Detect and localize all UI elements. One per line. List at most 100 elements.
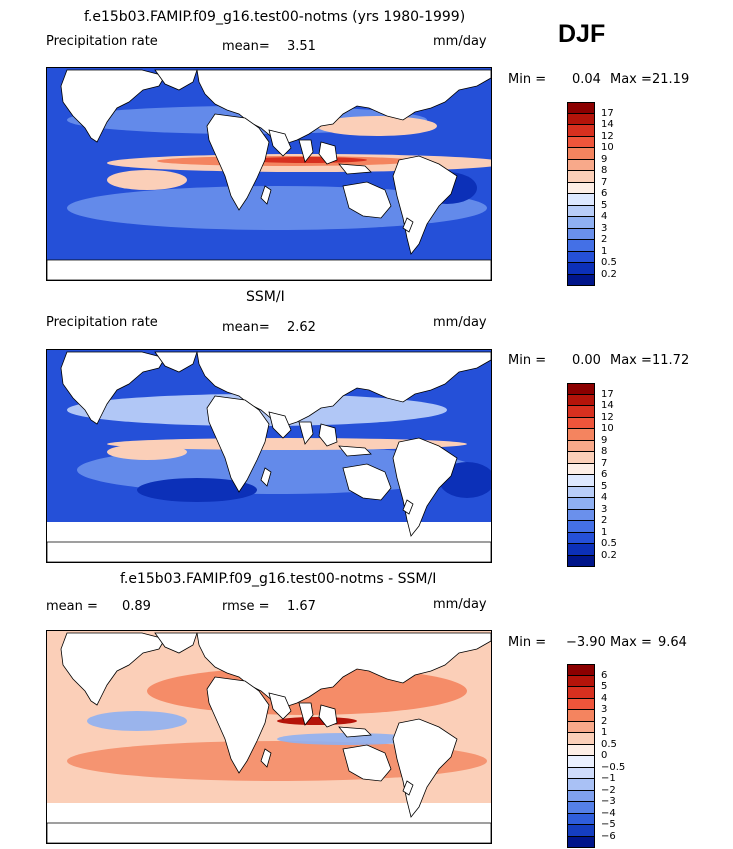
panel3-rmse-label: rmse = <box>222 599 270 614</box>
page-title: f.e15b03.FAMIP.f09_g16.test00-notms (yrs… <box>84 9 466 25</box>
colorbar-tick-label: 8 <box>601 446 608 457</box>
colorbar-tick-label: 5 <box>601 681 608 692</box>
colorbar-tick-label: 0.2 <box>601 268 617 280</box>
colorbar-tick-label: −6 <box>601 830 616 842</box>
panel2-variable: Precipitation rate <box>46 315 158 330</box>
colorbar-swatch <box>567 159 595 171</box>
panel2-max-value: 11.72 <box>652 353 690 368</box>
continent-outline <box>154 632 198 654</box>
indian-ocean-band <box>107 170 187 190</box>
colorbar-swatch <box>567 240 595 252</box>
continent-outline <box>260 467 272 487</box>
panel2-min-label: Min = <box>508 353 547 368</box>
season-label: DJF <box>558 20 606 48</box>
panel1-colorbar: 17 14 12 10 9 8 7 6 5 4 3 2 1 0.5 0.2 <box>567 102 617 286</box>
colorbar-tick-label: 4 <box>601 692 608 704</box>
colorbar-swatch <box>567 463 595 475</box>
strong-anomaly <box>277 717 357 725</box>
continent-outline <box>60 69 166 143</box>
panel3-units: mm/day <box>433 597 487 612</box>
colorbar-swatch <box>567 148 595 160</box>
panel3-map <box>46 630 492 844</box>
continent-outline <box>47 822 491 843</box>
continent-outline <box>196 632 491 708</box>
continent-outline <box>402 780 414 796</box>
panel1-units: mm/day <box>433 34 487 49</box>
panel2-map-svg <box>47 350 491 562</box>
colorbar-tick-label: 0.5 <box>601 257 617 268</box>
colorbar-tick-label: 3 <box>601 503 608 515</box>
colorbar-tick-label: 4 <box>601 492 608 503</box>
continent-outline <box>196 69 491 145</box>
colorbar-swatch <box>567 486 595 498</box>
negative-anomaly <box>87 711 187 731</box>
colorbar-tick-label: −4 <box>601 807 616 819</box>
continent-outline <box>154 69 198 91</box>
colorbar-tick-label: 0.5 <box>601 538 617 549</box>
panel2-min-value: 0.00 <box>572 353 601 368</box>
colorbar-swatch <box>567 710 595 722</box>
colorbar-swatch <box>567 825 595 837</box>
panel1-max-label: Max = <box>610 72 652 87</box>
colorbar-swatch <box>567 475 595 487</box>
colorbar-swatch <box>567 205 595 217</box>
continent-outline <box>318 704 338 728</box>
continent-outline <box>268 692 292 720</box>
colorbar-tick-label: 10 <box>601 142 614 153</box>
colorbar-tick-label: 8 <box>601 165 608 176</box>
colorbar-swatch <box>567 733 595 745</box>
colorbar-tick-label: 10 <box>601 423 614 434</box>
colorbar-swatch <box>567 744 595 756</box>
colorbar-tick-label: 5 <box>601 199 608 211</box>
colorbar-swatch <box>567 417 595 429</box>
colorbar-swatch <box>567 263 595 275</box>
continent-outline <box>338 445 372 457</box>
continent-outline <box>318 141 338 165</box>
colorbar-tick-label: 2 <box>601 234 608 245</box>
panel3-max-label: Max = <box>610 635 652 650</box>
dry-zone <box>137 478 257 502</box>
colorbar-tick-label: 0.2 <box>601 549 617 561</box>
colorbar-swatch <box>567 509 595 521</box>
colorbar-tick-label: 6 <box>601 188 608 199</box>
panel2-mean-label: mean= <box>222 320 270 335</box>
panel3-title: f.e15b03.FAMIP.f09_g16.test00-notms - SS… <box>120 571 437 587</box>
continent-outline <box>402 499 414 515</box>
panel1-min-value: 0.04 <box>572 72 601 87</box>
colorbar-swatch <box>567 698 595 710</box>
colorbar-swatch <box>567 521 595 533</box>
colorbar-tick-label: 2 <box>601 715 608 727</box>
indian-ocean-band <box>107 444 187 460</box>
colorbar-swatch <box>567 171 595 183</box>
panel3-min-label: Min = <box>508 635 547 650</box>
panel3-rmse-value: 1.67 <box>287 599 316 614</box>
colorbar-swatch <box>567 452 595 464</box>
colorbar-tick-label: 12 <box>601 130 614 142</box>
continent-outline <box>298 139 314 163</box>
continent-outline <box>196 351 491 427</box>
panel1-max-value: 21.19 <box>652 72 690 87</box>
panel2-units: mm/day <box>433 315 487 330</box>
colorbar-swatch <box>567 802 595 814</box>
colorbar-swatch <box>567 687 595 699</box>
colorbar-swatch <box>567 544 595 556</box>
colorbar-tick-label: 9 <box>601 434 608 446</box>
colorbar-tick-label: 3 <box>601 222 608 234</box>
colorbar-swatch <box>567 555 595 567</box>
colorbar-swatch <box>567 406 595 418</box>
panel1-min-label: Min = <box>508 72 547 87</box>
colorbar-tick-label: 7 <box>601 457 608 469</box>
colorbar-swatch <box>567 251 595 263</box>
panel2-colorbar: 17 14 12 10 9 8 7 6 5 4 3 2 1 0.5 0.2 <box>567 383 617 567</box>
panel1-mean-value: 3.51 <box>287 39 316 54</box>
colorbar-swatch <box>567 429 595 441</box>
panel2-map <box>46 349 492 563</box>
colorbar-tick-label: −2 <box>601 784 616 796</box>
colorbar-swatch <box>567 194 595 206</box>
colorbar-swatch <box>567 532 595 544</box>
panel1-variable: Precipitation rate <box>46 34 158 49</box>
colorbar-tick-label: −0.5 <box>601 761 626 773</box>
continent-outline <box>342 463 392 501</box>
panel2-mean-value: 2.62 <box>287 320 316 335</box>
colorbar-tick-label: 2 <box>601 515 608 526</box>
